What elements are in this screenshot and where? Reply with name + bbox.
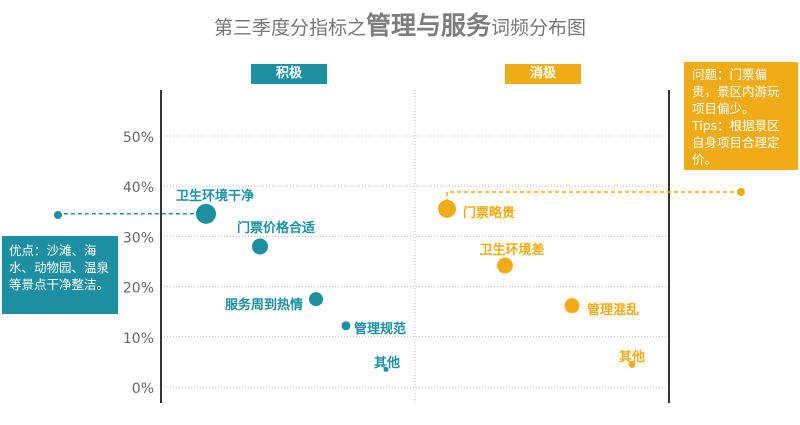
positive-point-1 <box>196 203 216 224</box>
chart-title: 第三季度分指标之管理与服务词频分布图 <box>0 6 800 42</box>
negative-point-label: 门票略贵 <box>463 205 515 221</box>
negative-panel-label: 消极 <box>505 64 581 84</box>
strengths-callout: 优点：沙滩、海水、动物园、温泉等景点干净整洁。 <box>2 236 118 314</box>
title-suffix: 词频分布图 <box>491 17 587 39</box>
y-tick-label: 0% <box>132 381 154 397</box>
y-tick-label: 10% <box>123 331 154 347</box>
positive-point-4 <box>341 321 351 331</box>
callout-left-connector <box>57 213 196 215</box>
positive-point-label: 卫生环境干净 <box>176 188 254 204</box>
callout-right-connector <box>446 191 741 205</box>
positive-point-label: 服务周到热情 <box>225 297 303 313</box>
positive-point-label: 门票价格合适 <box>237 220 315 236</box>
negative-point-label: 管理混乱 <box>587 302 639 318</box>
positive-point-label: 其他 <box>374 355 400 371</box>
title-prefix: 第三季度分指标之 <box>213 17 366 39</box>
positive-point-2 <box>252 238 268 255</box>
negative-point-label: 卫生环境差 <box>479 242 544 258</box>
y-tick-label: 30% <box>123 230 154 246</box>
positive-point-3 <box>309 292 323 307</box>
y-tick-label: 50% <box>123 130 154 146</box>
title-emphasis: 管理与服务 <box>365 11 491 40</box>
positive-point-5 <box>383 366 389 372</box>
negative-point-1 <box>438 199 456 218</box>
negative-point-3 <box>564 298 580 314</box>
negative-point-4 <box>628 360 636 368</box>
problems-callout: 问题：门票偏贵，景区内游玩项目偏少。Tips：根据景区自身项目合理定价。 <box>684 62 798 170</box>
positive-panel-label: 积极 <box>251 64 327 84</box>
positive-point-label: 管理规范 <box>354 321 406 337</box>
negative-point-label: 其他 <box>619 349 645 365</box>
negative-point-2 <box>497 257 513 274</box>
y-tick-label: 20% <box>123 281 154 297</box>
y-tick-label: 40% <box>123 180 154 196</box>
